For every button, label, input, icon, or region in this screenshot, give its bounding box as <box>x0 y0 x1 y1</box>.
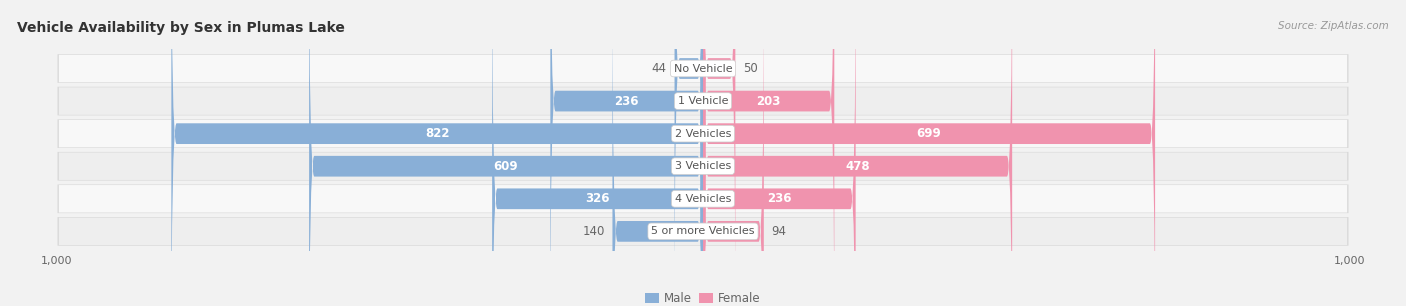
FancyBboxPatch shape <box>58 119 1348 148</box>
Text: 44: 44 <box>652 62 666 75</box>
FancyBboxPatch shape <box>59 120 1347 147</box>
FancyBboxPatch shape <box>309 0 703 306</box>
FancyBboxPatch shape <box>59 218 1347 245</box>
Text: 236: 236 <box>768 192 792 205</box>
Text: Source: ZipAtlas.com: Source: ZipAtlas.com <box>1278 21 1389 32</box>
Text: 94: 94 <box>772 225 786 238</box>
Text: 50: 50 <box>744 62 758 75</box>
FancyBboxPatch shape <box>59 87 1347 115</box>
Text: No Vehicle: No Vehicle <box>673 64 733 73</box>
FancyBboxPatch shape <box>172 0 703 306</box>
FancyBboxPatch shape <box>703 0 834 306</box>
FancyBboxPatch shape <box>59 152 1347 180</box>
FancyBboxPatch shape <box>613 0 703 306</box>
Text: 478: 478 <box>845 160 870 173</box>
FancyBboxPatch shape <box>58 87 1348 115</box>
FancyBboxPatch shape <box>58 152 1348 181</box>
Legend: Male, Female: Male, Female <box>641 287 765 306</box>
Text: 2 Vehicles: 2 Vehicles <box>675 129 731 139</box>
FancyBboxPatch shape <box>703 0 735 306</box>
Text: 5 or more Vehicles: 5 or more Vehicles <box>651 226 755 236</box>
Text: 203: 203 <box>756 95 780 108</box>
FancyBboxPatch shape <box>59 185 1347 213</box>
Text: 236: 236 <box>614 95 638 108</box>
FancyBboxPatch shape <box>703 0 763 306</box>
Text: Vehicle Availability by Sex in Plumas Lake: Vehicle Availability by Sex in Plumas La… <box>17 21 344 35</box>
Text: 1 Vehicle: 1 Vehicle <box>678 96 728 106</box>
Text: 699: 699 <box>917 127 942 140</box>
Text: 326: 326 <box>585 192 610 205</box>
FancyBboxPatch shape <box>675 0 703 306</box>
FancyBboxPatch shape <box>58 185 1348 213</box>
FancyBboxPatch shape <box>703 0 1012 306</box>
FancyBboxPatch shape <box>703 0 1156 306</box>
Text: 3 Vehicles: 3 Vehicles <box>675 161 731 171</box>
FancyBboxPatch shape <box>550 0 703 306</box>
Text: 822: 822 <box>425 127 450 140</box>
Text: 140: 140 <box>582 225 605 238</box>
Text: 4 Vehicles: 4 Vehicles <box>675 194 731 204</box>
FancyBboxPatch shape <box>703 0 856 306</box>
FancyBboxPatch shape <box>58 54 1348 83</box>
FancyBboxPatch shape <box>492 0 703 306</box>
Text: 609: 609 <box>494 160 519 173</box>
FancyBboxPatch shape <box>58 217 1348 246</box>
FancyBboxPatch shape <box>59 55 1347 82</box>
